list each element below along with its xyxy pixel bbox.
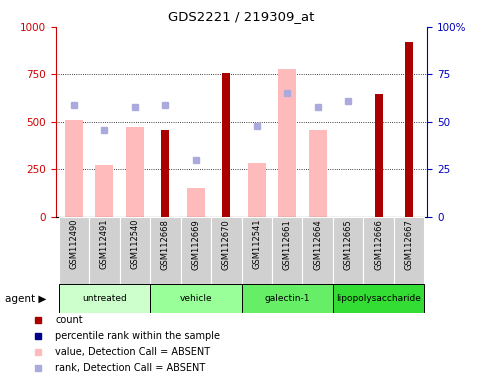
- Text: GSM112541: GSM112541: [252, 219, 261, 270]
- Bar: [333, 284, 425, 313]
- Text: GSM112668: GSM112668: [161, 219, 170, 270]
- Text: GDS2221 / 219309_at: GDS2221 / 219309_at: [168, 10, 315, 23]
- Bar: [374, 94, 383, 217]
- Bar: [181, 217, 211, 284]
- Bar: [363, 217, 394, 284]
- Bar: [120, 217, 150, 284]
- Bar: [150, 284, 242, 313]
- Bar: [186, 189, 205, 217]
- Text: GSM112665: GSM112665: [344, 219, 353, 270]
- Text: GSM112666: GSM112666: [374, 219, 383, 270]
- Bar: [272, 217, 302, 284]
- Bar: [394, 217, 425, 284]
- Text: vehicle: vehicle: [180, 294, 212, 303]
- Bar: [65, 120, 83, 217]
- Text: percentile rank within the sample: percentile rank within the sample: [55, 331, 220, 341]
- Bar: [211, 217, 242, 284]
- Text: untreated: untreated: [82, 294, 127, 303]
- Text: value, Detection Call = ABSENT: value, Detection Call = ABSENT: [55, 347, 211, 357]
- Bar: [405, 42, 413, 217]
- Bar: [150, 217, 181, 284]
- Bar: [242, 284, 333, 313]
- Bar: [302, 217, 333, 284]
- Text: GSM112669: GSM112669: [191, 219, 200, 270]
- Bar: [278, 69, 297, 217]
- Text: GSM112490: GSM112490: [70, 219, 78, 270]
- Text: GSM112491: GSM112491: [100, 219, 109, 270]
- Text: agent ▶: agent ▶: [5, 293, 46, 304]
- Bar: [309, 131, 327, 217]
- Bar: [161, 129, 170, 217]
- Bar: [58, 217, 89, 284]
- Text: GSM112540: GSM112540: [130, 219, 139, 270]
- Text: rank, Detection Call = ABSENT: rank, Detection Call = ABSENT: [55, 363, 206, 373]
- Bar: [242, 217, 272, 284]
- Bar: [222, 73, 230, 217]
- Bar: [248, 163, 266, 217]
- Bar: [333, 217, 363, 284]
- Text: GSM112661: GSM112661: [283, 219, 292, 270]
- Text: GSM112670: GSM112670: [222, 219, 231, 270]
- Text: galectin-1: galectin-1: [265, 294, 310, 303]
- Bar: [126, 127, 144, 217]
- Text: GSM112667: GSM112667: [405, 219, 413, 270]
- Text: count: count: [55, 315, 83, 325]
- Bar: [89, 217, 120, 284]
- Bar: [58, 284, 150, 313]
- Text: lipopolysaccharide: lipopolysaccharide: [336, 294, 421, 303]
- Text: GSM112664: GSM112664: [313, 219, 322, 270]
- Bar: [95, 165, 114, 217]
